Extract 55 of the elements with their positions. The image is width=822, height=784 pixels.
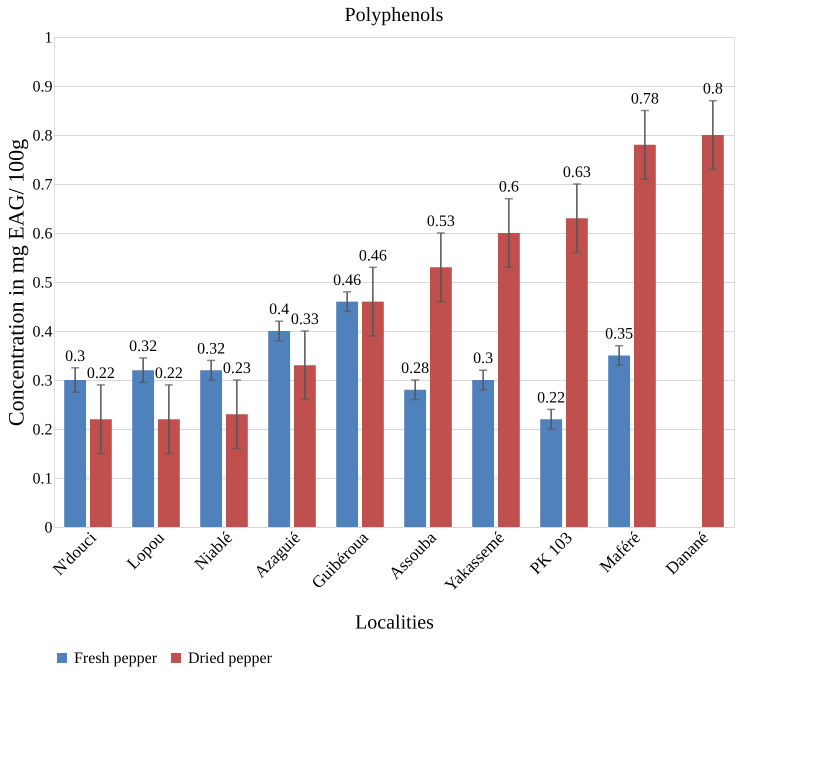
- y-tick-label: 0.2: [32, 422, 52, 438]
- data-label: 0.35: [605, 326, 634, 343]
- bar: [472, 380, 494, 527]
- data-label: 0.23: [222, 360, 251, 377]
- y-tick-label: 0.3: [32, 372, 52, 390]
- data-label: 0.3: [65, 348, 86, 365]
- y-tick-label: 0.5: [32, 274, 52, 292]
- legend-label: Dried pepper: [188, 650, 273, 667]
- chart-title: Polyphenols: [344, 4, 444, 26]
- bar: [158, 419, 180, 527]
- y-tick-label: 0.6: [32, 226, 52, 242]
- y-tick-label: 0.1: [32, 470, 52, 488]
- bar: [362, 302, 384, 527]
- data-label: 0.32: [129, 338, 158, 355]
- bar: [498, 233, 520, 527]
- data-label: 0.28: [401, 360, 430, 377]
- bar: [566, 218, 588, 527]
- bar: [268, 331, 290, 527]
- x-axis-title: Localities: [355, 611, 434, 634]
- data-label: 0.8: [702, 80, 723, 98]
- bar: [200, 370, 222, 527]
- bar: [64, 380, 86, 527]
- data-label: 0.32: [197, 340, 226, 358]
- bar: [634, 144, 656, 527]
- data-label: 0.22: [537, 389, 566, 406]
- y-tick-label: 1: [44, 30, 52, 46]
- y-tick-label: 0: [44, 520, 52, 536]
- data-label: 0.4: [269, 301, 290, 318]
- bar: [404, 390, 426, 527]
- data-label: 0.33: [290, 311, 319, 328]
- legend-label: Fresh pepper: [74, 650, 158, 667]
- data-label: 0.22: [86, 364, 115, 382]
- y-tick-label: 0.7: [32, 176, 52, 194]
- data-label: 0.63: [562, 164, 591, 181]
- y-tick-label: 0.8: [32, 128, 52, 144]
- bar: [702, 135, 724, 527]
- bar: [336, 302, 358, 527]
- data-label: 0.53: [426, 213, 455, 230]
- bar: [540, 419, 562, 527]
- y-axis-title: Concentration in mg EAG/ 100g: [4, 138, 28, 426]
- data-label: 0.3: [473, 350, 494, 368]
- data-label: 0.6: [498, 178, 519, 196]
- y-tick-label: 0.4: [32, 324, 52, 340]
- bar: [90, 419, 112, 527]
- x-tick-label: PK 103: [526, 528, 576, 578]
- bar: [608, 356, 630, 527]
- bar: [430, 267, 452, 527]
- data-label: 0.46: [358, 247, 387, 264]
- data-label: 0.78: [630, 90, 659, 108]
- bar: [132, 370, 154, 527]
- bar: [226, 414, 248, 527]
- bar: [294, 365, 316, 527]
- y-tick-label: 0.9: [32, 78, 52, 96]
- data-label: 0.22: [154, 364, 183, 382]
- data-label: 0.46: [333, 272, 362, 289]
